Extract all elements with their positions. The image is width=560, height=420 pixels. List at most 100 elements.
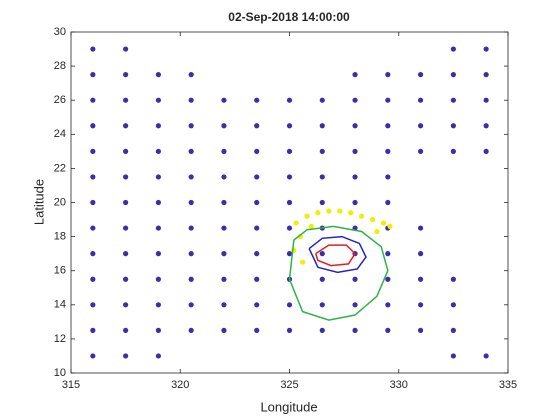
data-point [380,220,387,226]
data-point [254,123,260,129]
data-point [254,148,260,154]
data-point [221,327,227,333]
data-point [319,148,325,154]
data-point [188,276,194,282]
data-point [90,97,96,103]
data-point [418,148,424,154]
x-tick-label: 325 [280,379,298,391]
data-point [123,46,129,52]
data-point [352,72,358,78]
data-point [254,174,260,180]
data-point [319,276,325,282]
data-point [418,123,424,129]
data-point [221,276,227,282]
data-point [221,174,227,180]
data-point [123,327,129,333]
data-point [385,72,391,78]
data-point [385,302,391,308]
contour-line [308,235,367,274]
data-point [286,148,293,154]
data-point [483,46,489,52]
data-point [90,199,96,206]
data-point [90,251,96,257]
data-point [385,123,391,129]
data-point [123,225,129,231]
data-point [418,302,424,308]
data-point [155,97,161,103]
data-point [155,174,161,180]
data-point [123,276,129,282]
data-point [123,353,129,359]
data-point [188,123,194,129]
data-point [348,210,354,216]
data-point [90,276,96,282]
data-point [254,251,260,257]
data-point [221,251,227,257]
data-point [483,72,489,78]
data-point [385,174,391,180]
data-point [123,174,129,180]
y-tick-label: 10 [54,367,66,379]
data-point [385,97,391,103]
data-point [90,46,96,52]
data-point [123,199,129,206]
data-point [450,123,456,129]
data-point [352,302,358,308]
x-tick-label: 320 [171,379,189,391]
data-point [155,251,161,257]
data-point [387,223,393,229]
data-point [418,225,424,231]
data-point [188,302,194,308]
data-point [308,223,314,229]
data-point [188,72,194,78]
data-point [188,199,194,206]
data-point [188,97,194,103]
y-tick-label: 14 [54,299,66,311]
data-point [155,353,161,359]
data-point [352,327,358,333]
data-point [352,276,358,282]
data-point [188,251,194,257]
data-point [123,72,129,78]
data-point [155,225,161,231]
chart-title: 02-Sep-2018 14:00:00 [228,10,350,24]
data-point [90,174,96,180]
data-point [450,72,456,78]
x-axis-label: Longitude [260,399,317,414]
data-point [254,97,260,103]
data-point [90,148,96,154]
data-point [286,123,293,129]
data-point [418,327,424,333]
data-point [385,251,391,257]
data-point [483,148,489,154]
data-point [221,225,227,231]
data-point [483,97,489,103]
data-point [450,148,456,154]
data-point [450,302,456,308]
data-point [90,353,96,359]
x-tick-label: 330 [390,379,408,391]
data-point [188,225,194,231]
contour-line [315,244,357,267]
data-point [450,327,456,333]
data-point [221,199,227,206]
data-point [483,353,489,359]
data-point [418,72,424,78]
data-point [155,327,161,333]
data-point [304,213,310,219]
data-point [254,276,260,282]
x-tick-label: 315 [62,379,80,391]
data-point [286,174,293,180]
y-axis-label: Latitude [31,179,46,225]
data-point [155,199,161,206]
y-tick-label: 28 [54,60,66,72]
data-point [90,72,96,78]
data-point [123,97,129,103]
data-point [90,225,96,231]
data-point [385,148,391,154]
data-point [352,123,358,129]
data-point [286,199,293,206]
data-point [374,228,380,235]
data-point [483,123,489,129]
